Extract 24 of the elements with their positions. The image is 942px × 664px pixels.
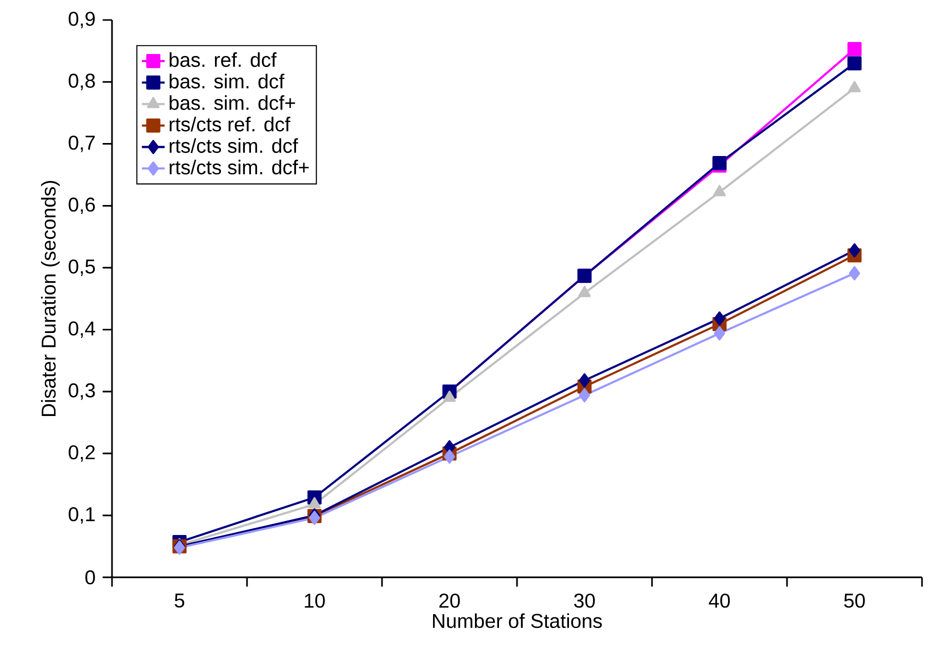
y-tick-label: 0,9 xyxy=(68,12,95,28)
x-tick-label: 30 xyxy=(574,594,595,608)
y-tick-label: 0 xyxy=(85,570,95,584)
legend-label: rts/cts sim. dcf xyxy=(170,138,298,153)
y-tick-label: 0,4 xyxy=(68,321,96,338)
x-tick-label: 10 xyxy=(304,594,325,608)
x-tick-label: 20 xyxy=(439,594,460,608)
x-tick-label: 5 xyxy=(174,594,184,608)
x-tick-label: 40 xyxy=(708,594,730,608)
x-axis-title: Number of Stations xyxy=(433,613,602,628)
y-axis-title: Disater Duration (seconds) xyxy=(41,181,60,416)
y-tick-label: 0,6 xyxy=(68,198,95,214)
x-tick-label: 50 xyxy=(844,594,865,608)
y-tick-label: 0,2 xyxy=(68,445,95,462)
legend-label: bas. ref. dcf xyxy=(170,52,277,67)
legend-label: bas. sim. dcf xyxy=(170,74,284,88)
y-tick-label: 0,8 xyxy=(68,74,95,90)
y-tick-label: 0,1 xyxy=(68,507,95,524)
legend-label: bas. sim. dcf+ xyxy=(170,95,296,110)
legend-label: rts/cts ref. dcf xyxy=(170,116,290,132)
y-tick-label: 0,3 xyxy=(68,383,95,400)
y-tick-label: 0,5 xyxy=(68,259,95,276)
y-tick-label: 0,7 xyxy=(68,136,95,152)
legend-label: rts/cts sim. dcf+ xyxy=(170,160,309,174)
